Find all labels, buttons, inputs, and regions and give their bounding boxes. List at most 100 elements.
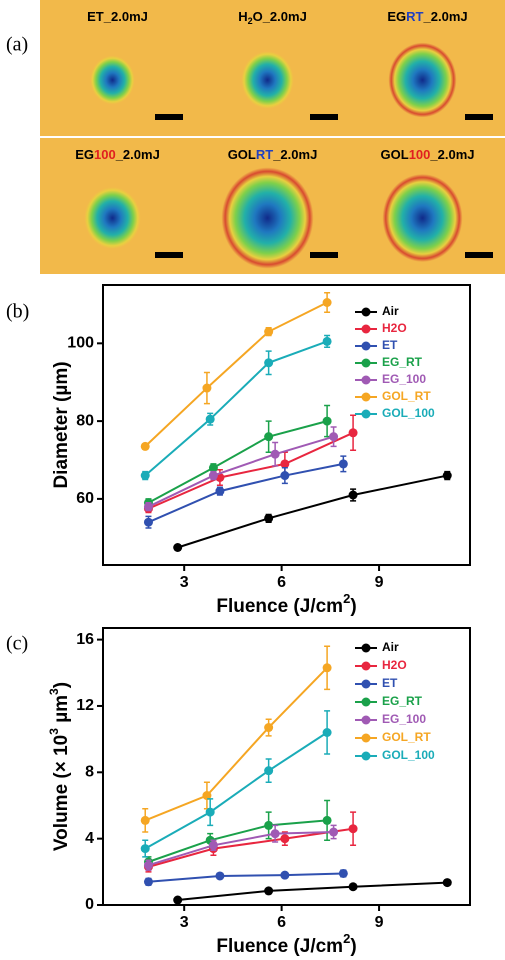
label-part: 2 <box>343 591 350 606</box>
series-line <box>148 435 334 508</box>
legend-marker <box>361 679 371 689</box>
data-point <box>322 298 332 307</box>
data-point <box>205 414 215 424</box>
tile-label: GOL100_2.0mJ <box>381 147 475 162</box>
label-part: _2.0mJ <box>423 9 468 24</box>
legend-label: Air <box>382 304 399 318</box>
label-part: 2 <box>343 931 350 946</box>
label-part: _2.0mJ <box>115 147 160 162</box>
tile-label: H2O_2.0mJ <box>238 9 307 26</box>
data-point <box>348 428 358 438</box>
legend-label: EG_RT <box>382 694 423 708</box>
legend-marker <box>361 733 371 743</box>
panel-label: (a) <box>6 34 28 56</box>
series-line <box>148 872 344 883</box>
label-part: 2 <box>248 16 253 26</box>
data-point <box>322 336 332 346</box>
data-point <box>280 459 290 469</box>
data-point <box>140 844 150 854</box>
label-part: ) <box>350 596 356 617</box>
ablation-spot <box>221 167 314 269</box>
series-line <box>148 819 328 863</box>
label-part: O_2.0mJ <box>253 9 307 24</box>
legend-label: EG_100 <box>382 372 426 386</box>
label-part: ET <box>87 9 104 24</box>
data-point <box>322 416 332 426</box>
legend-marker <box>361 697 371 707</box>
data-point <box>280 870 290 880</box>
label-part: GOL <box>228 147 256 162</box>
legend-marker <box>361 392 371 402</box>
label-part: Fluence (J/cm <box>216 596 343 617</box>
y-tick-label: 8 <box>85 764 94 781</box>
label-part: EG <box>75 147 94 162</box>
legend-marker <box>361 643 371 653</box>
data-point <box>322 727 332 737</box>
data-point <box>270 449 280 459</box>
label-part: µm <box>51 695 72 728</box>
y-tick-label: 60 <box>76 490 94 507</box>
data-point <box>215 486 225 496</box>
legend-label: H2O <box>382 658 407 672</box>
series-line <box>144 731 328 850</box>
panel-label: (c) <box>6 633 28 655</box>
scale-bar <box>155 114 183 120</box>
legend-marker <box>361 307 371 317</box>
tile-label: GOLRT_2.0mJ <box>228 147 318 162</box>
series-line <box>148 827 354 868</box>
data-point <box>173 895 183 905</box>
y-axis-title: Volume (× 103 µm3) <box>47 682 72 851</box>
y-tick-label: 16 <box>76 631 94 648</box>
data-point <box>338 868 348 878</box>
scale-bar <box>465 114 493 120</box>
legend-marker <box>361 715 371 725</box>
data-point <box>264 723 274 733</box>
series-line <box>144 301 328 448</box>
data-point <box>140 815 150 825</box>
tile-label: EG100_2.0mJ <box>75 147 160 162</box>
panel-label: (b) <box>6 301 29 323</box>
label-part: _2.0mJ <box>103 9 148 24</box>
label-part: _2.0mJ <box>272 147 317 162</box>
data-point <box>442 471 452 481</box>
scale-bar <box>310 252 338 258</box>
series-line <box>148 831 334 867</box>
data-point <box>202 791 212 801</box>
data-point <box>338 459 348 469</box>
legend-marker <box>361 375 371 385</box>
data-point <box>264 432 274 442</box>
series-line <box>148 462 344 524</box>
label-part: ) <box>350 936 356 957</box>
data-point <box>280 471 290 481</box>
data-point <box>264 820 274 830</box>
data-point <box>348 882 358 892</box>
data-point <box>208 463 218 473</box>
data-point <box>140 471 150 481</box>
label-part: GOL <box>381 147 409 162</box>
label-part: Fluence (J/cm <box>216 936 343 957</box>
data-point <box>143 860 153 870</box>
tile-label: ET_2.0mJ <box>87 9 148 24</box>
data-point <box>280 834 290 844</box>
legend-label: GOL_100 <box>382 748 435 762</box>
ablation-spot <box>388 42 457 118</box>
data-point <box>264 327 274 337</box>
data-point <box>322 815 332 825</box>
x-tick-label: 9 <box>375 574 384 591</box>
label-part: ) <box>51 682 72 688</box>
label-part: 100 <box>409 147 431 162</box>
legend-label: EG_100 <box>382 712 426 726</box>
data-point <box>329 827 339 837</box>
legend-label: GOL_RT <box>382 730 431 744</box>
data-point <box>208 471 218 481</box>
legend-label: ET <box>382 338 398 352</box>
label-part: RT <box>406 9 423 24</box>
series-line <box>177 474 448 549</box>
scale-bar <box>155 252 183 258</box>
data-point <box>329 432 339 442</box>
y-axis-title: Diameter (µm) <box>51 361 72 488</box>
y-tick-label: 0 <box>85 896 94 913</box>
data-point <box>348 490 358 500</box>
